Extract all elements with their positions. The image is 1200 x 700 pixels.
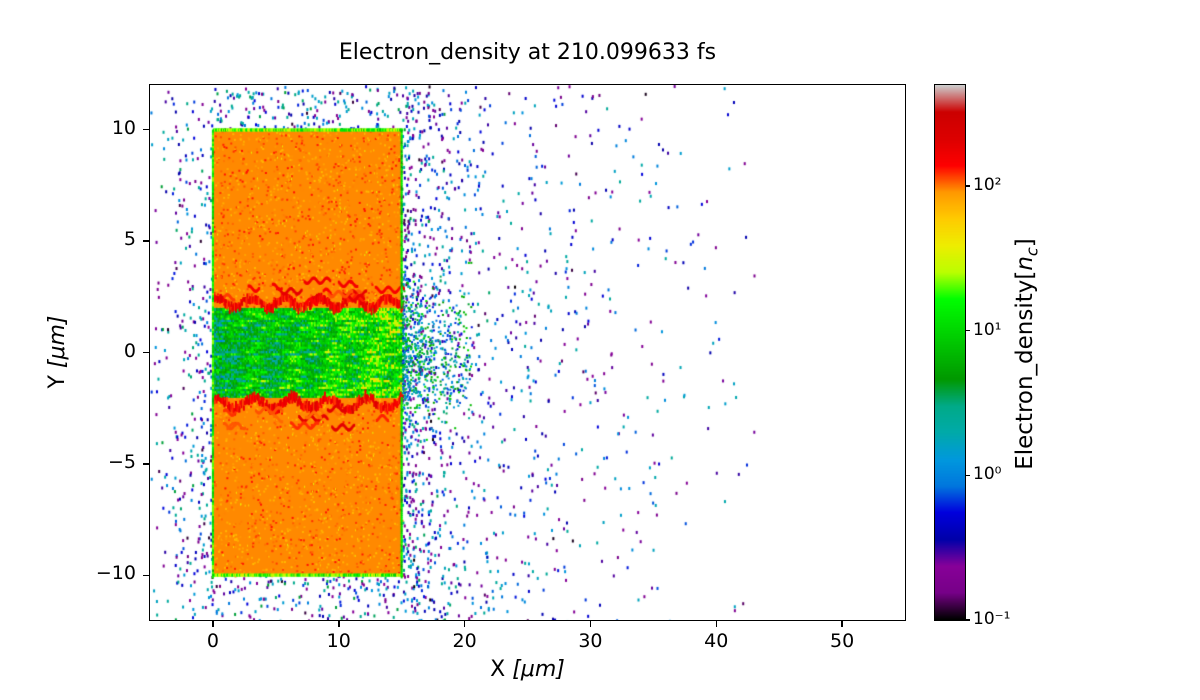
- y-axis-label: Y [μm]: [45, 252, 75, 452]
- y-tick-label: 10: [111, 116, 136, 139]
- y-tick-label: 5: [123, 228, 136, 251]
- colorbar-label: Electron_density[nc]: [1012, 54, 1044, 654]
- colorbar-frame: [934, 84, 966, 621]
- colorbar-label-prefix: Electron_density[: [1012, 270, 1038, 470]
- colorbar-tick-mark: [965, 474, 970, 477]
- y-tick-mark: [143, 240, 150, 242]
- y-tick-label: −10: [95, 562, 136, 585]
- colorbar-tick-label: 10⁰: [973, 464, 1002, 485]
- x-axis-label: X [μm]: [150, 657, 905, 682]
- y-axis-label-text: Y: [45, 375, 70, 389]
- x-tick-label: 20: [452, 630, 477, 652]
- y-tick-mark: [143, 574, 150, 577]
- x-tick-label: 40: [704, 630, 729, 652]
- x-tick-mark: [463, 620, 466, 627]
- colorbar-label-sub: c: [1022, 247, 1042, 257]
- colorbar-tick-mark: [965, 619, 970, 621]
- colorbar-tick-label: 10⁻¹: [973, 609, 1011, 629]
- x-tick-mark: [212, 620, 214, 627]
- x-tick-mark: [715, 620, 717, 627]
- y-tick-mark: [143, 463, 150, 465]
- colorbar-gradient: [935, 85, 965, 620]
- y-tick-mark: [143, 128, 150, 131]
- colorbar-tick-mark: [965, 329, 970, 332]
- heatmap-canvas: [150, 85, 905, 620]
- figure-title: Electron_density at 210.099633 fs: [338, 40, 717, 65]
- x-axis-unit: [μm]: [512, 657, 565, 682]
- x-tick-mark: [589, 620, 592, 627]
- colorbar-tick-mark: [965, 185, 970, 187]
- y-tick-label: −5: [107, 450, 136, 473]
- x-tick-mark: [338, 620, 340, 627]
- plot-frame: [149, 84, 906, 621]
- x-tick-label: 50: [829, 630, 855, 652]
- y-tick-mark: [143, 351, 150, 354]
- colorbar-label-var: n: [1012, 256, 1038, 271]
- colorbar-tick-label: 10²: [973, 175, 1002, 196]
- x-tick-mark: [841, 620, 843, 627]
- y-axis-unit: [μm]: [45, 315, 70, 369]
- colorbar-tick-label: 10¹: [973, 319, 1002, 340]
- x-axis-label-text: X: [490, 657, 506, 682]
- x-tick-label: 30: [578, 630, 603, 652]
- colorbar-label-suffix: ]: [1012, 238, 1038, 248]
- y-tick-label: 0: [123, 339, 136, 362]
- x-tick-label: 0: [206, 630, 219, 652]
- x-tick-label: 10: [326, 630, 351, 652]
